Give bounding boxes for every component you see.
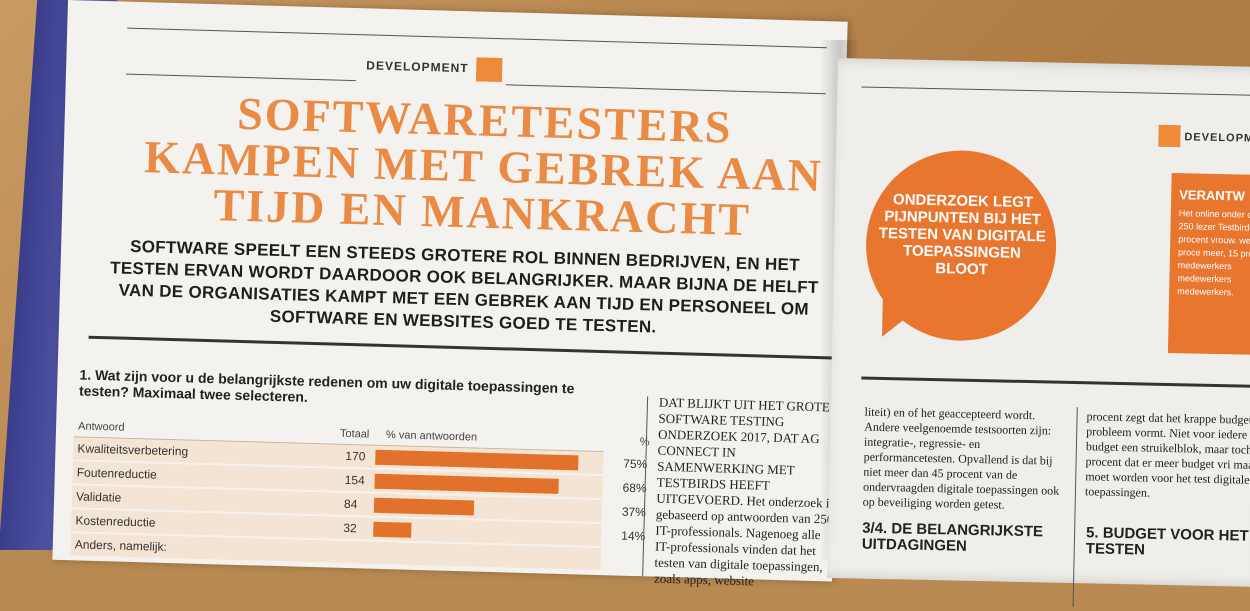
row-pct: 75% [623, 457, 647, 472]
tag-rule-right [506, 84, 826, 94]
article-intro-caps: DAT BLIJKT UIT HET GROTE SOFTWARE TESTIN… [656, 395, 830, 508]
rp-heading-2: 5. BUDGET VOOR HET TESTEN [1086, 525, 1250, 561]
row-total: 84 [344, 497, 358, 511]
row-bar [373, 522, 411, 538]
row-answer: Kwaliteitsverbetering [77, 441, 188, 458]
left-page: DEVELOPMENT SOFTWARETESTERS KAMPEN MET G… [52, 0, 847, 582]
section-tag: DEVELOPMENT [366, 58, 469, 75]
sidebar-box: VERANTW Het online onder onder 250 lezer… [1168, 173, 1250, 355]
col-share: % van antwoorden [386, 429, 477, 444]
right-page: DEVELOPM ONDERZOEK LEGT PIJNPUNTEN BIJ H… [827, 58, 1250, 587]
sidebar-box-text: Het online onder onder 250 lezer Testbir… [1177, 207, 1250, 300]
quote-bubble-text: ONDERZOEK LEGT PIJNPUNTEN BIJ HET TESTEN… [875, 191, 1049, 280]
row-bar [374, 474, 558, 494]
row-answer: Validatie [76, 489, 122, 504]
col-answer: Antwoord [78, 420, 125, 433]
rp-column-1: liteit) en of het geaccepteerd wordt. An… [863, 405, 1065, 514]
row-answer: Anders, namelijk: [75, 537, 167, 554]
rp-column-divider [1073, 407, 1078, 607]
rp-thick-rule [861, 377, 1250, 389]
row-bar [375, 450, 578, 471]
headline: SOFTWARETESTERS KAMPEN MET GEBREK AAN TI… [122, 88, 846, 246]
col-total: Totaal [340, 428, 370, 441]
rp-section-tag: DEVELOPM [1184, 131, 1250, 144]
sidebar-box-heading: VERANTW [1179, 187, 1245, 203]
row-total: 170 [345, 449, 365, 464]
rp-column-2: procent zegt dat het krappe budget probl… [1085, 409, 1250, 503]
survey-question: 1. Wat zijn voor u de belangrijkste rede… [79, 366, 580, 412]
row-pct: 68% [622, 481, 646, 496]
row-total: 154 [345, 473, 365, 488]
row-bar [374, 498, 474, 516]
row-answer: Kostenreductie [75, 513, 155, 529]
rp-top-rule [861, 86, 1250, 96]
row-pct: 14% [621, 529, 645, 544]
survey-table: Antwoord Totaal % van antwoorden % Kwali… [70, 418, 604, 572]
rp-heading-1: 3/4. DE BELANGRIJKSTE UITDAGINGEN [862, 521, 1063, 557]
article-body: Het onderzoek is gebaseerd op antwoorden… [654, 493, 835, 588]
tag-rule-left [126, 74, 356, 81]
top-rule [127, 28, 827, 49]
row-answer: Foutenreductie [77, 465, 157, 481]
row-pct: 37% [622, 505, 646, 520]
section-marker [476, 57, 503, 82]
lead-paragraph: SOFTWARE SPEELT EEN STEEDS GROTERE ROL B… [93, 235, 835, 344]
row-total: 32 [343, 521, 357, 535]
rp-section-marker [1158, 125, 1180, 147]
article-column: DAT BLIJKT UIT HET GROTE SOFTWARE TESTIN… [654, 395, 839, 592]
